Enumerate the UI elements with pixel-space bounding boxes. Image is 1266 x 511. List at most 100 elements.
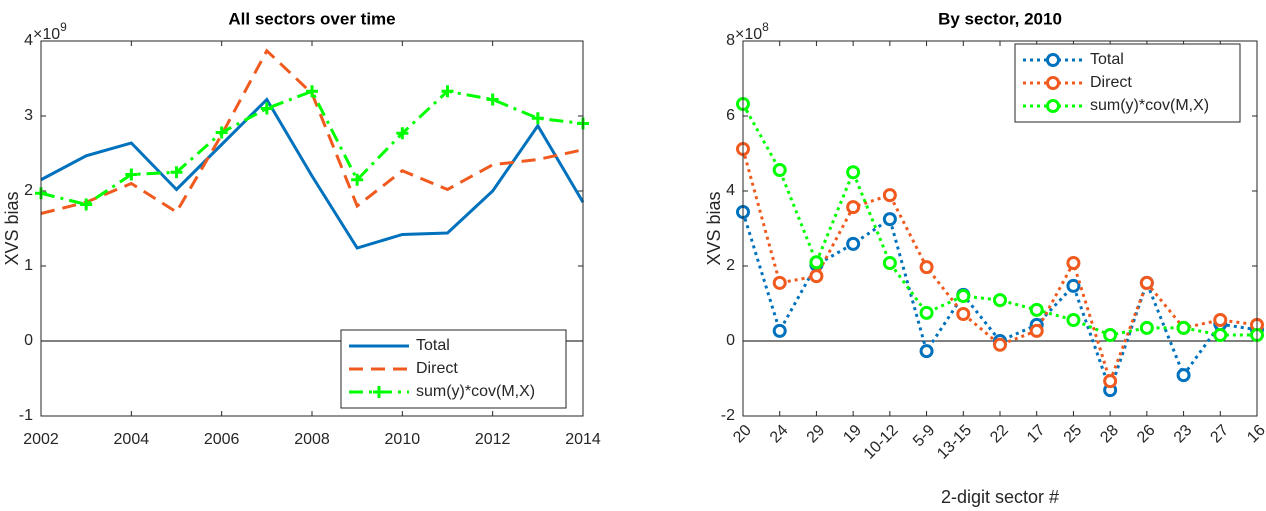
x-tick-label: 16 bbox=[1244, 422, 1266, 447]
marker bbox=[170, 166, 183, 179]
x-tick-label: 2002 bbox=[23, 431, 59, 448]
marker bbox=[373, 386, 385, 398]
y-tick-label: 4 bbox=[726, 182, 735, 199]
marker bbox=[772, 323, 787, 338]
x-tick-label: 13-15 bbox=[934, 422, 975, 463]
multiplier-power: 8 bbox=[762, 20, 769, 34]
x-tick-label: 20 bbox=[730, 422, 755, 447]
legend-label: Total bbox=[416, 337, 450, 354]
x-tick-label: 27 bbox=[1207, 422, 1232, 447]
y-tick-label: 6 bbox=[726, 107, 735, 124]
x-tick-label: 23 bbox=[1171, 422, 1196, 447]
marker bbox=[993, 293, 1007, 308]
marker bbox=[80, 198, 93, 211]
legend-label: Total bbox=[1090, 51, 1124, 68]
marker bbox=[1103, 328, 1118, 342]
x-tick-label: 19 bbox=[840, 422, 865, 447]
x-tick-label: 10-12 bbox=[861, 422, 902, 463]
marker bbox=[1103, 374, 1118, 389]
marker bbox=[882, 212, 897, 227]
x-tick-label: 24 bbox=[767, 422, 792, 447]
x-tick-label: 22 bbox=[987, 422, 1012, 447]
y-tick-label: 8 bbox=[726, 32, 735, 49]
series-line bbox=[40, 48, 584, 215]
marker bbox=[919, 344, 934, 359]
marker bbox=[486, 93, 499, 106]
marker bbox=[396, 127, 409, 140]
marker bbox=[809, 255, 824, 270]
marker bbox=[1046, 53, 1060, 67]
x-tick-label: 17 bbox=[1024, 422, 1049, 447]
marker bbox=[1213, 313, 1228, 327]
marker bbox=[846, 200, 861, 215]
legend-label: sum(y)*cov(M,X) bbox=[1090, 97, 1209, 114]
x-tick-label: 2014 bbox=[565, 431, 601, 448]
axes-box bbox=[742, 40, 1258, 417]
multiplier-base: ×10 bbox=[735, 26, 762, 43]
marker bbox=[956, 289, 971, 303]
y-axis-label: XVS bias bbox=[704, 191, 724, 265]
y-tick-label: -2 bbox=[721, 407, 735, 424]
marker bbox=[306, 85, 318, 98]
x-axis-label: 2-digit sector # bbox=[941, 487, 1059, 507]
marker bbox=[809, 269, 824, 284]
y-tick-label: 4 bbox=[24, 32, 33, 49]
marker bbox=[882, 188, 897, 203]
marker bbox=[441, 85, 454, 98]
marker bbox=[125, 168, 138, 181]
marker bbox=[772, 163, 787, 177]
chart-title: All sectors over time bbox=[228, 9, 395, 28]
marker bbox=[993, 337, 1007, 352]
y-tick-label: -1 bbox=[19, 407, 33, 424]
y-tick-label: 0 bbox=[24, 332, 33, 349]
marker bbox=[882, 256, 897, 270]
series-line bbox=[741, 211, 1258, 395]
y-axis-label: XVS bias bbox=[2, 191, 22, 265]
multiplier-base: ×10 bbox=[33, 26, 60, 43]
x-tick-label: 2012 bbox=[475, 431, 511, 448]
y-tick-label: 3 bbox=[24, 107, 33, 124]
marker bbox=[919, 305, 934, 320]
axes-box bbox=[40, 40, 584, 417]
marker bbox=[919, 260, 934, 275]
marker bbox=[1029, 302, 1044, 317]
marker bbox=[260, 102, 273, 115]
x-tick-label: 5-9 bbox=[910, 422, 938, 450]
x-tick-label: 26 bbox=[1134, 422, 1159, 447]
y-tick-label: 2 bbox=[24, 182, 33, 199]
marker bbox=[1176, 320, 1191, 335]
y-tick-label: 1 bbox=[24, 257, 33, 274]
marker bbox=[215, 126, 228, 139]
y-tick-label: 2 bbox=[726, 257, 735, 274]
legend: Total Direct sum(y)*cov(M,X) bbox=[1014, 43, 1241, 123]
x-tick-label: 28 bbox=[1097, 422, 1122, 447]
marker bbox=[956, 307, 971, 321]
y-tick-label: 0 bbox=[726, 332, 735, 349]
y-multiplier: ×108 bbox=[735, 20, 769, 43]
x-tick-label: 2004 bbox=[114, 431, 150, 448]
legend-label: sum(y)*cov(M,X) bbox=[416, 383, 535, 400]
x-tick-label: 2006 bbox=[204, 431, 240, 448]
y-multiplier: ×109 bbox=[33, 20, 67, 43]
x-tick-label: 2010 bbox=[385, 431, 421, 448]
marker bbox=[772, 275, 787, 290]
legend: Total Direct sum(y)*cov(M,X) bbox=[340, 329, 567, 409]
marker bbox=[531, 112, 544, 125]
marker bbox=[1139, 275, 1154, 290]
marker bbox=[351, 173, 364, 186]
marker bbox=[1046, 99, 1060, 113]
marker bbox=[846, 236, 861, 251]
marker bbox=[1066, 313, 1081, 327]
marker bbox=[1139, 320, 1154, 335]
x-tick-label: 2008 bbox=[294, 431, 330, 448]
legend-label: Direct bbox=[416, 360, 458, 377]
marker bbox=[1213, 328, 1228, 342]
x-tick-label: 25 bbox=[1061, 422, 1086, 447]
marker bbox=[846, 165, 861, 180]
marker bbox=[1046, 76, 1060, 90]
x-tick-label: 29 bbox=[804, 422, 829, 447]
series-line bbox=[40, 97, 585, 250]
multiplier-power: 9 bbox=[60, 20, 67, 34]
chart-title: By sector, 2010 bbox=[938, 9, 1062, 28]
